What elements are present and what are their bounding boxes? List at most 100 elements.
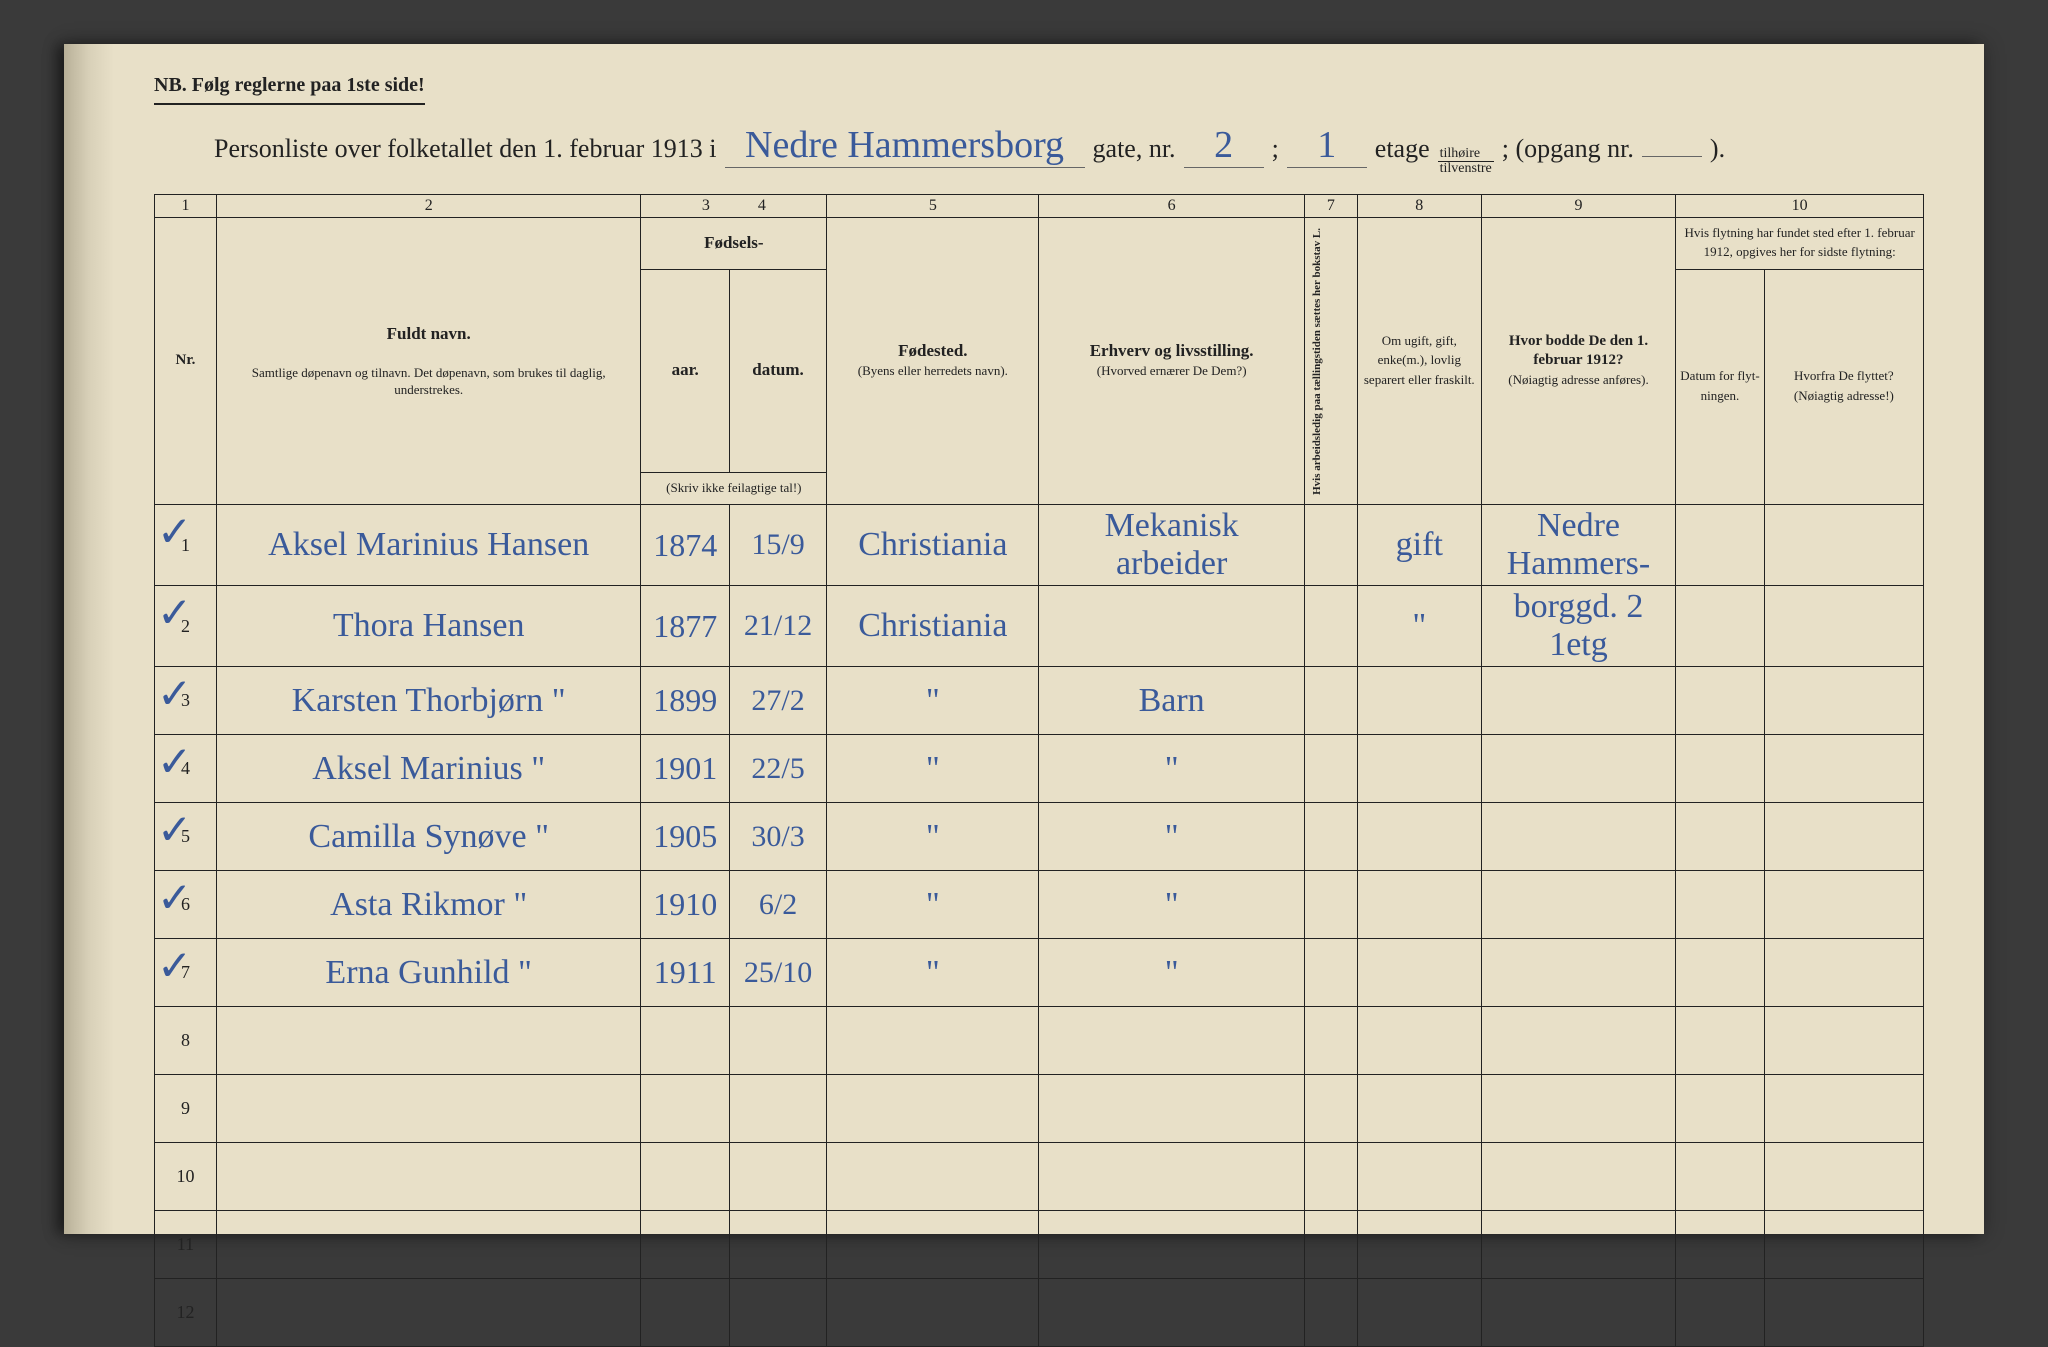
hdr-col9: Hvor bodde De den 1. februar 1912? (Nøia… (1481, 217, 1676, 505)
cell-name: Aksel Marinius Hansen (216, 505, 641, 586)
cell-date: 22/5 (729, 735, 826, 803)
table-row-empty: 11 (155, 1211, 1924, 1279)
cell-place: " (827, 803, 1039, 871)
cell-name: Karsten Thorbjørn " (216, 667, 641, 735)
row-nr: ✓3 (155, 667, 217, 735)
cell-c10a (1676, 803, 1764, 871)
colnum-5: 5 (827, 194, 1039, 217)
cell-occ: " (1039, 803, 1304, 871)
cell-date: 27/2 (729, 667, 826, 735)
title-prefix: Personliste over folketallet den 1. febr… (214, 134, 717, 164)
hdr-aar-sub: (Skriv ikke feilagtige tal!) (641, 472, 827, 505)
table-row-empty: 10 (155, 1143, 1924, 1211)
opgang-end: ). (1710, 134, 1725, 164)
row-nr: ✓4 (155, 735, 217, 803)
hdr-datum: datum. (729, 269, 826, 472)
table-row-empty: 9 (155, 1075, 1924, 1143)
cell-c7 (1304, 586, 1357, 667)
title-line: Personliste over folketallet den 1. febr… (154, 123, 1924, 176)
hdr-col7: Hvis arbeidsledig paa tællingstiden sætt… (1304, 217, 1357, 505)
gate-nr: 2 (1184, 123, 1264, 168)
cell-place: " (827, 667, 1039, 735)
cell-place: " (827, 735, 1039, 803)
cell-date: 21/12 (729, 586, 826, 667)
hdr-erhverv: Erhverv og livsstilling. (Hvorved ernære… (1039, 217, 1304, 505)
cell-year: 1877 (641, 586, 729, 667)
table-row: ✓1Aksel Marinius Hansen187415/9Christian… (155, 505, 1924, 586)
cell-c8 (1357, 667, 1481, 735)
row-nr: 10 (155, 1143, 217, 1211)
cell-name: Camilla Synøve " (216, 803, 641, 871)
cell-c9 (1481, 871, 1676, 939)
colnum-10: 10 (1676, 194, 1924, 217)
cell-c9: Nedre Hammers- (1481, 505, 1676, 586)
cell-c10a (1676, 735, 1764, 803)
cell-c10b (1764, 735, 1923, 803)
row-nr: ✓6 (155, 871, 217, 939)
row-nr: ✓1 (155, 505, 217, 586)
cell-year: 1910 (641, 871, 729, 939)
opgang-label: ; (opgang nr. (1502, 134, 1634, 164)
colnum-8: 8 (1357, 194, 1481, 217)
colnum-1: 1 (155, 194, 217, 217)
opgang-nr (1642, 156, 1702, 157)
cell-c10b (1764, 803, 1923, 871)
colnum-9: 9 (1481, 194, 1676, 217)
cell-c7 (1304, 667, 1357, 735)
cell-c7 (1304, 939, 1357, 1007)
cell-c9: borggd. 2 1etg (1481, 586, 1676, 667)
hdr-col8: Om ugift, gift, enke(m.), lovlig separer… (1357, 217, 1481, 505)
table-row: ✓2Thora Hansen187721/12Christiania "borgg… (155, 586, 1924, 667)
hdr-col10b: Hvorfra De flyttet? (Nøiagtig adresse!) (1764, 269, 1923, 505)
census-page: NB. Følg reglerne paa 1ste side! Personl… (64, 44, 1984, 1234)
row-nr: 11 (155, 1211, 217, 1279)
hdr-nr: Nr. (155, 217, 217, 505)
column-number-row: 1 2 3 4 5 6 7 8 9 10 (155, 194, 1924, 217)
cell-c10a (1676, 505, 1764, 586)
cell-c10b (1764, 586, 1923, 667)
semicolon: ; (1272, 134, 1279, 164)
cell-place: Christiania (827, 586, 1039, 667)
colnum-7: 7 (1304, 194, 1357, 217)
cell-c7 (1304, 803, 1357, 871)
cell-date: 25/10 (729, 939, 826, 1007)
table-row: ✓4Aksel Marinius "190122/5"" (155, 735, 1924, 803)
cell-name: Thora Hansen (216, 586, 641, 667)
etage-nr: 1 (1287, 123, 1367, 168)
cell-occ: " (1039, 939, 1304, 1007)
cell-date: 6/2 (729, 871, 826, 939)
colnum-2: 2 (216, 194, 641, 217)
cell-year: 1905 (641, 803, 729, 871)
row-nr: 12 (155, 1279, 217, 1347)
cell-occ: Barn (1039, 667, 1304, 735)
hdr-col10a: Datum for flyt-ningen. (1676, 269, 1764, 505)
cell-c10b (1764, 871, 1923, 939)
cell-place: Christiania (827, 505, 1039, 586)
cell-c10b (1764, 505, 1923, 586)
table-row: ✓7Erna Gunhild "191125/10"" (155, 939, 1924, 1007)
cell-c9 (1481, 939, 1676, 1007)
row-nr: ✓2 (155, 586, 217, 667)
cell-c10a (1676, 667, 1764, 735)
hdr-name: Fuldt navn. Samtlige døpenavn og tilnavn… (216, 217, 641, 505)
cell-c9 (1481, 803, 1676, 871)
cell-c9 (1481, 667, 1676, 735)
street-name: Nedre Hammersborg (725, 123, 1085, 168)
cell-c10a (1676, 939, 1764, 1007)
etage-label: etage (1375, 134, 1430, 164)
cell-c9 (1481, 735, 1676, 803)
cell-c8: " (1357, 586, 1481, 667)
hdr-aar: aar. (641, 269, 729, 472)
colnum-3-4: 3 4 (641, 194, 827, 217)
tilhoire-frac: tilhøire tilvenstre (1438, 147, 1494, 176)
cell-c8 (1357, 735, 1481, 803)
gate-label: gate, nr. (1093, 134, 1176, 164)
data-body: ✓1Aksel Marinius Hansen187415/9Christian… (155, 505, 1924, 1347)
cell-occ (1039, 586, 1304, 667)
cell-date: 30/3 (729, 803, 826, 871)
hdr-col10-top: Hvis flytning har fundet sted efter 1. f… (1676, 217, 1924, 269)
colnum-6: 6 (1039, 194, 1304, 217)
cell-c8 (1357, 803, 1481, 871)
table-row: ✓3Karsten Thorbjørn "189927/2"Barn (155, 667, 1924, 735)
cell-occ: " (1039, 871, 1304, 939)
